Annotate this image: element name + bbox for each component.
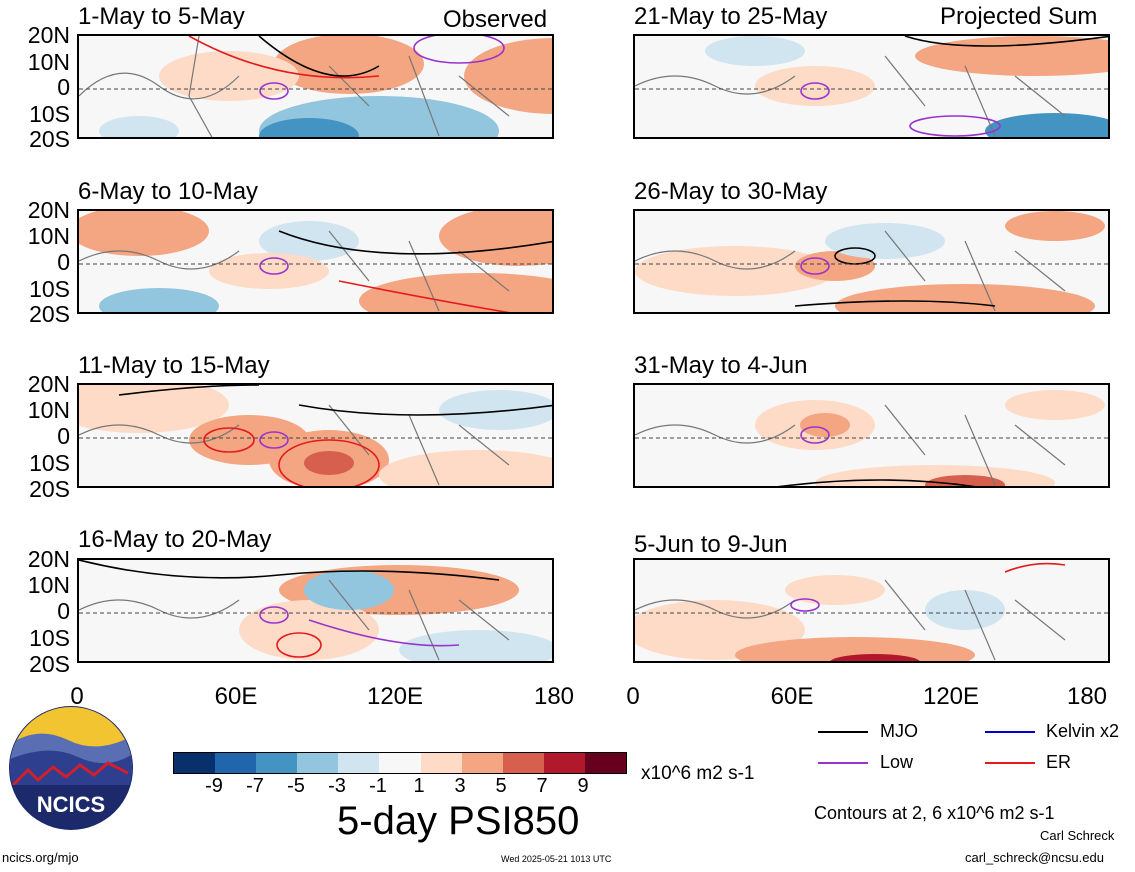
map-panel-left-3 (77, 383, 554, 488)
map-panel-right-1 (633, 34, 1110, 139)
map-field (79, 560, 552, 661)
lat-label: 0 (57, 598, 70, 624)
map-panel-left-4 (77, 558, 554, 663)
lat-label: 10S (29, 101, 70, 127)
lon-label: 120E (366, 683, 424, 710)
map-field (635, 36, 1108, 137)
colorbar-swatch (461, 753, 503, 773)
colorbar-tick: 5 (495, 775, 507, 797)
ncics-logo-graphic: NCICS (9, 706, 133, 830)
panel-title-left-2: 6-May to 10-May (78, 178, 259, 205)
lat-label: 20N (27, 546, 70, 572)
colorbar-swatch (584, 753, 627, 773)
er-line-swatch (985, 762, 1035, 764)
colorbar-swatch (338, 753, 380, 773)
panel-title-right-1: 21-May to 25-May (634, 3, 828, 30)
lat-label: 10N (27, 397, 70, 423)
lat-label: 10S (29, 625, 70, 651)
colorbar-tick: -7 (246, 775, 264, 797)
lat-label: 10N (27, 572, 70, 598)
panel-title-left-4: 16-May to 20-May (78, 526, 272, 553)
colorbar-swatch (297, 753, 339, 773)
lat-label: 20S (29, 301, 70, 327)
colorbar-swatch (379, 753, 421, 773)
map-field (79, 36, 552, 137)
map-field (79, 385, 552, 486)
low-line-swatch (818, 762, 868, 764)
colorbar-tick: 1 (413, 775, 425, 797)
colorbar-units: x10^6 m2 s-1 (641, 763, 755, 784)
colorbar-tick: -3 (328, 775, 346, 797)
lat-label: 0 (57, 423, 70, 449)
main-title: 5-day PSI850 (337, 799, 580, 843)
lat-label: 20N (27, 197, 70, 223)
colorbar-swatch (215, 753, 257, 773)
colorbar-swatch (174, 753, 216, 773)
map-field (635, 211, 1108, 312)
map-panel-left-1 (77, 34, 554, 139)
colorbar (173, 752, 627, 774)
colorbar-swatch (543, 753, 585, 773)
lat-label: 20N (27, 22, 70, 48)
map-panel-right-3 (633, 383, 1110, 488)
map-panel-left-2 (77, 209, 554, 314)
mjo-line-swatch (818, 731, 868, 733)
map-field (635, 390, 1108, 486)
lon-label: 60E (214, 683, 258, 710)
lon-label: 0 (626, 683, 640, 710)
panel-title-right-3: 31-May to 4-Jun (634, 352, 808, 379)
lat-label: 0 (57, 249, 70, 275)
lat-label: 20S (29, 476, 70, 502)
lat-label: 20S (29, 126, 70, 152)
logo-text: NCICS (37, 792, 105, 817)
map-panel-right-4 (633, 558, 1110, 663)
lon-label: 60E (770, 683, 814, 710)
observed-label: Observed (443, 6, 548, 33)
legend-er: ER (1046, 752, 1072, 772)
lon-label: 180 (1066, 683, 1108, 710)
panel-title-right-2: 26-May to 30-May (634, 178, 828, 205)
colorbar-tick: 7 (536, 775, 548, 797)
legend-low: Low (880, 752, 914, 772)
panel-title-right-4: 5-Jun to 9-Jun (634, 531, 788, 558)
colorbar-swatch (420, 753, 462, 773)
lon-label: 180 (533, 683, 575, 710)
legend-kelvin: Kelvin x2 (1046, 721, 1120, 741)
colorbar-tick: -5 (287, 775, 305, 797)
lat-label: 10S (29, 276, 70, 302)
lon-label: 0 (70, 683, 84, 710)
footer-author: Carl Schreck (1040, 828, 1115, 843)
colorbar-swatch (256, 753, 298, 773)
footer-url[interactable]: ncics.org/mjo (2, 850, 79, 865)
lat-label: 20S (29, 651, 70, 677)
panel-title-left-3: 11-May to 15-May (78, 352, 270, 379)
ncics-logo: NCICS (8, 705, 134, 831)
map-field (79, 211, 552, 312)
projected-sum-label: Projected Sum (940, 3, 1098, 30)
contours-note: Contours at 2, 6 x10^6 m2 s-1 (814, 803, 1055, 823)
lat-label: 20N (27, 371, 70, 397)
kelvin-line-swatch (985, 731, 1035, 733)
lat-label: 10S (29, 450, 70, 476)
colorbar-tick: 3 (454, 775, 466, 797)
colorbar-tick: -9 (205, 775, 223, 797)
map-panel-right-2 (633, 209, 1110, 314)
colorbar-tick: 9 (577, 775, 589, 797)
footer-email[interactable]: carl_schreck@ncsu.edu (965, 850, 1104, 865)
panel-title-left-1: 1-May to 5-May (78, 3, 245, 30)
footer-timestamp: Wed 2025-05-21 1013 UTC (501, 854, 612, 864)
legend-mjo: MJO (880, 721, 918, 741)
map-field (635, 562, 1108, 661)
lon-label: 120E (922, 683, 980, 710)
colorbar-swatch (502, 753, 544, 773)
colorbar-tick: -1 (369, 775, 387, 797)
lat-label: 10N (27, 49, 70, 75)
lat-label: 0 (57, 74, 70, 100)
lat-label: 10N (27, 223, 70, 249)
